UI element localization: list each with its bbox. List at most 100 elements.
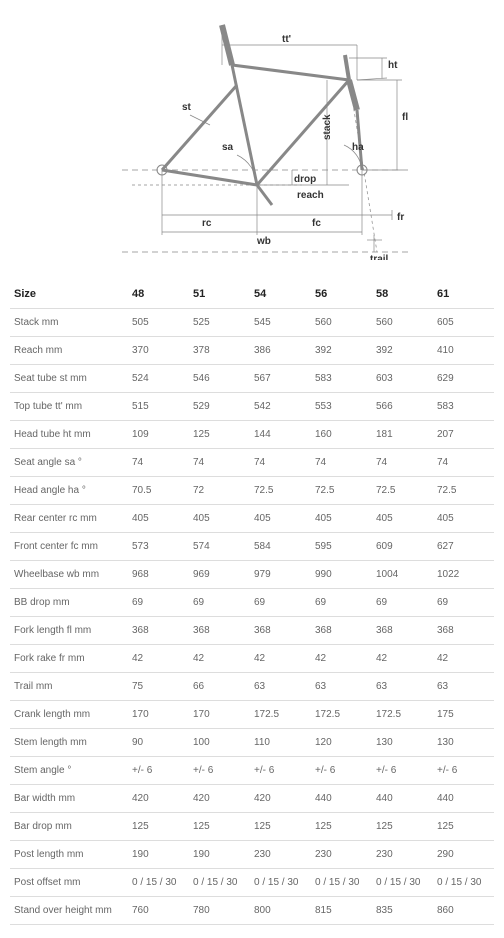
lbl-reach: reach — [297, 190, 324, 201]
cell: 800 — [250, 897, 311, 925]
cell: 190 — [128, 841, 189, 869]
lbl-st: st — [182, 102, 192, 113]
cell: 1004 — [372, 561, 433, 589]
cell: 605 — [433, 309, 494, 337]
table-row: Post offset mm0 / 15 / 300 / 15 / 300 / … — [10, 869, 494, 897]
cell: 190 — [189, 841, 250, 869]
row-label: Seat tube st mm — [10, 365, 128, 393]
cell: 160 — [311, 421, 372, 449]
cell: 405 — [433, 505, 494, 533]
lbl-drop: drop — [294, 174, 316, 185]
cell: 125 — [189, 421, 250, 449]
geometry-table: Size 48 51 54 56 58 61 Stack mm505525545… — [10, 280, 494, 925]
cell: 110 — [250, 729, 311, 757]
row-label: Rear center rc mm — [10, 505, 128, 533]
row-label: Post length mm — [10, 841, 128, 869]
cell: 392 — [311, 337, 372, 365]
cell: 63 — [250, 673, 311, 701]
cell: 505 — [128, 309, 189, 337]
table-row: Crank length mm170170172.5172.5172.5175 — [10, 701, 494, 729]
cell: 405 — [128, 505, 189, 533]
cell: 420 — [189, 785, 250, 813]
cell: 603 — [372, 365, 433, 393]
row-label: Head tube ht mm — [10, 421, 128, 449]
cell: 207 — [433, 421, 494, 449]
cell: 780 — [189, 897, 250, 925]
lbl-sa: sa — [222, 142, 234, 153]
row-label: Front center fc mm — [10, 533, 128, 561]
cell: 130 — [372, 729, 433, 757]
cell: 595 — [311, 533, 372, 561]
cell: 420 — [128, 785, 189, 813]
cell: 609 — [372, 533, 433, 561]
cell: 75 — [128, 673, 189, 701]
cell: 542 — [250, 393, 311, 421]
cell: 125 — [189, 813, 250, 841]
cell: 74 — [250, 449, 311, 477]
lbl-stack: stack — [322, 114, 333, 140]
row-label: Reach mm — [10, 337, 128, 365]
cell: +/- 6 — [189, 757, 250, 785]
cell: 760 — [128, 897, 189, 925]
cell: 70.5 — [128, 477, 189, 505]
cell: 529 — [189, 393, 250, 421]
cell: 968 — [128, 561, 189, 589]
cell: 969 — [189, 561, 250, 589]
header-size: Size — [10, 280, 128, 309]
cell: 392 — [372, 337, 433, 365]
cell: 0 / 15 / 30 — [250, 869, 311, 897]
cell: 72.5 — [372, 477, 433, 505]
cell: 125 — [433, 813, 494, 841]
table-row: BB drop mm696969696969 — [10, 589, 494, 617]
table-row: Head tube ht mm109125144160181207 — [10, 421, 494, 449]
row-label: Stem length mm — [10, 729, 128, 757]
cell: 440 — [372, 785, 433, 813]
table-row: Head angle ha °70.57272.572.572.572.5 — [10, 477, 494, 505]
row-label: Fork rake fr mm — [10, 645, 128, 673]
row-label: Stack mm — [10, 309, 128, 337]
row-label: Fork length fl mm — [10, 617, 128, 645]
lbl-fl: fl — [402, 112, 408, 123]
cell: 90 — [128, 729, 189, 757]
table-row: Front center fc mm573574584595609627 — [10, 533, 494, 561]
row-label: Stem angle ° — [10, 757, 128, 785]
cell: +/- 6 — [372, 757, 433, 785]
lbl-fc: fc — [312, 218, 321, 229]
row-label: Stand over height mm — [10, 897, 128, 925]
cell: 72.5 — [250, 477, 311, 505]
lbl-fr: fr — [397, 212, 404, 223]
lbl-trail: trail — [370, 254, 389, 260]
cell: 440 — [433, 785, 494, 813]
table-row: Fork rake fr mm424242424242 — [10, 645, 494, 673]
cell: 42 — [433, 645, 494, 673]
cell: 368 — [128, 617, 189, 645]
header-col: 51 — [189, 280, 250, 309]
cell: 420 — [250, 785, 311, 813]
cell: 42 — [372, 645, 433, 673]
cell: 573 — [128, 533, 189, 561]
table-row: Bar drop mm125125125125125125 — [10, 813, 494, 841]
cell: 170 — [128, 701, 189, 729]
cell: 170 — [189, 701, 250, 729]
cell: 1022 — [433, 561, 494, 589]
table-row: Wheelbase wb mm96896997999010041022 — [10, 561, 494, 589]
cell: 74 — [189, 449, 250, 477]
cell: 583 — [311, 365, 372, 393]
lbl-tt: tt' — [282, 34, 291, 45]
cell: +/- 6 — [433, 757, 494, 785]
cell: 74 — [311, 449, 372, 477]
geometry-diagram: tt' ht fl ha stack st sa drop reach rc f… — [10, 10, 494, 260]
cell: 440 — [311, 785, 372, 813]
cell: 0 / 15 / 30 — [311, 869, 372, 897]
cell: 545 — [250, 309, 311, 337]
cell: 386 — [250, 337, 311, 365]
table-row: Post length mm190190230230230290 — [10, 841, 494, 869]
cell: 560 — [311, 309, 372, 337]
cell: 125 — [128, 813, 189, 841]
cell: 172.5 — [311, 701, 372, 729]
cell: 230 — [250, 841, 311, 869]
cell: 120 — [311, 729, 372, 757]
cell: 72.5 — [311, 477, 372, 505]
table-row: Stack mm505525545560560605 — [10, 309, 494, 337]
cell: 230 — [311, 841, 372, 869]
